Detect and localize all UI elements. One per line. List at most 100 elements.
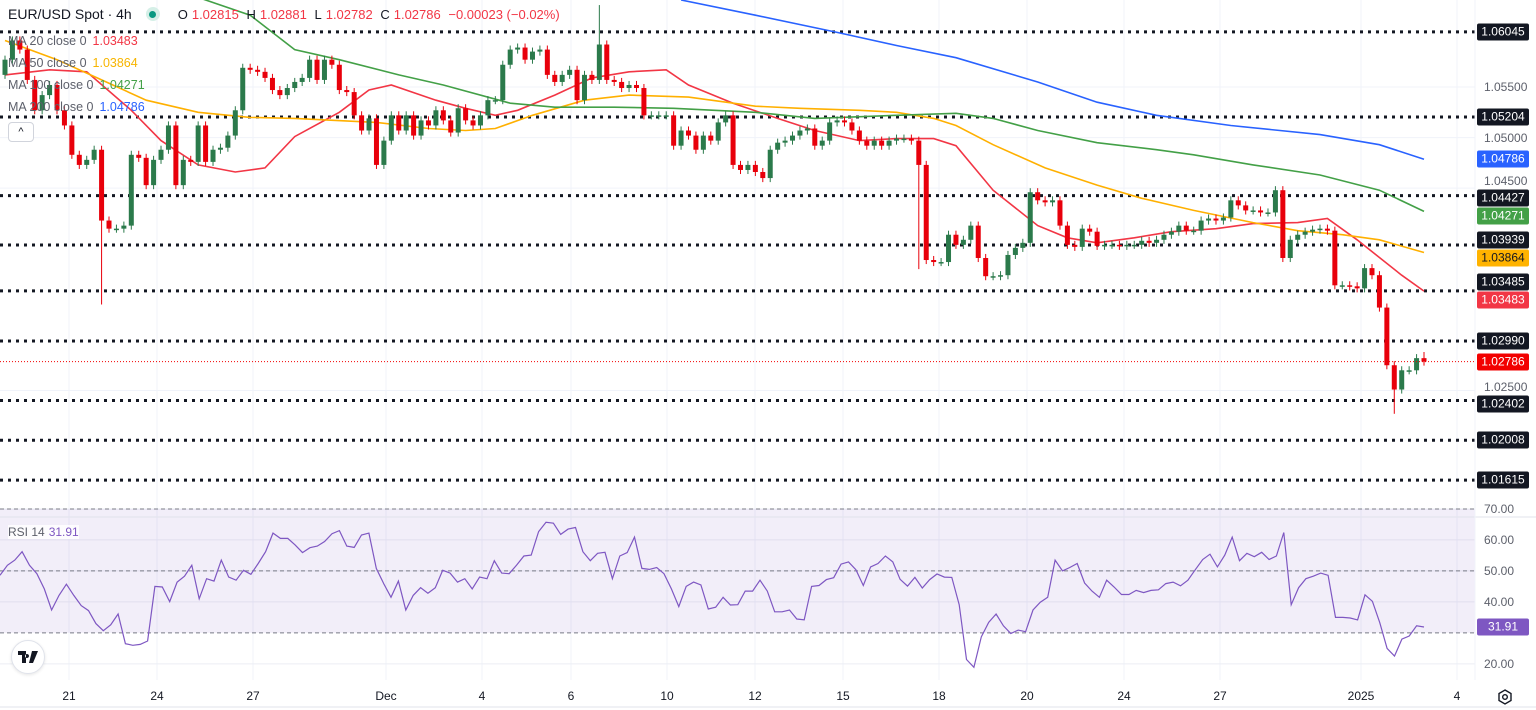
candle-body <box>931 260 937 263</box>
candle-body <box>782 140 788 143</box>
settings-gear-icon[interactable] <box>1497 689 1513 705</box>
rsi-legend-label: RSI 14 <box>8 525 45 539</box>
candle-up <box>1124 240 1130 250</box>
candle-body <box>752 164 758 172</box>
candle-body <box>544 49 550 75</box>
candle-down <box>1347 281 1353 291</box>
candle-body <box>1258 210 1264 213</box>
candle-body <box>84 159 90 165</box>
candle-body <box>32 79 38 111</box>
candle-up <box>1027 188 1033 247</box>
candle-up <box>1220 213 1226 225</box>
rsi-axis-tick: 40.00 <box>1484 594 1515 609</box>
candle-down <box>975 221 981 263</box>
rsi-legend[interactable]: RSI 14 31.91 <box>8 525 79 539</box>
time-axis-label: 4 <box>1453 689 1461 703</box>
candle-body <box>1376 275 1382 308</box>
price-axis-tick: 1.05500 <box>1484 80 1528 94</box>
candle-body <box>396 115 402 131</box>
candle-body <box>983 257 989 277</box>
candle-down <box>448 116 454 137</box>
candle-down <box>856 126 862 145</box>
legend-label: MA 100 close 0 <box>8 78 94 92</box>
candle-up <box>1005 250 1011 280</box>
level-price-label: 1.02990 <box>1477 332 1529 350</box>
candle-up <box>1339 281 1345 290</box>
candle-down <box>1183 221 1189 235</box>
candle-body <box>366 118 372 131</box>
candle-body <box>1102 244 1108 247</box>
high-value: 1.02881 <box>259 6 307 22</box>
candle-body <box>1072 244 1078 247</box>
candle-down <box>574 65 580 105</box>
ma-line-ma100[interactable] <box>191 0 1425 213</box>
candle-up <box>1272 186 1278 217</box>
candle-body <box>656 115 662 117</box>
candle-down <box>470 116 476 130</box>
candle-body <box>685 130 691 136</box>
level-price-label: 1.04427 <box>1477 189 1529 207</box>
symbol-header: EUR/USD Spot · 4h O 1.02815 H 1.02881 L 1.0… <box>8 6 564 22</box>
candle-body <box>247 67 253 70</box>
tradingview-logo[interactable] <box>11 640 45 674</box>
ma-line-ma200[interactable] <box>680 0 1425 160</box>
candle-down <box>32 75 38 115</box>
candle-body <box>403 115 409 131</box>
legend-ma200[interactable]: MA 200 close 0 1.04786 <box>8 96 145 118</box>
collapse-legend-button[interactable]: ^ <box>8 122 34 142</box>
candle-down <box>336 60 342 95</box>
ma-price-label: 1.04786 <box>1477 150 1529 168</box>
candle-body <box>856 130 862 141</box>
candle-body <box>255 69 261 72</box>
time-axis-label: 15 <box>836 689 850 703</box>
candle-body <box>210 149 216 162</box>
candles <box>2 5 1427 414</box>
candle-body <box>277 90 283 96</box>
candle-body <box>1295 234 1301 240</box>
open-label: O <box>177 6 188 22</box>
candle-up <box>797 126 803 140</box>
candle-down <box>864 136 870 150</box>
candle-up <box>1168 227 1174 239</box>
moving-averages <box>4 0 1425 292</box>
candle-body <box>1012 247 1018 255</box>
candle-body <box>1027 192 1033 243</box>
legend-ma50[interactable]: MA 50 close 0 1.03864 <box>8 52 145 74</box>
candle-body <box>203 125 209 162</box>
candle-down <box>879 136 885 150</box>
legend-ma100[interactable]: MA 100 close 0 1.04271 <box>8 74 145 96</box>
candle-body <box>1064 225 1070 245</box>
candle-body <box>515 47 521 50</box>
candle-body <box>611 79 617 82</box>
market-status-icon <box>145 7 160 21</box>
candle-up <box>225 131 231 152</box>
time-axis-label: 4 <box>478 689 486 703</box>
time-axis-label: 18 <box>932 689 946 703</box>
candle-body <box>1154 239 1160 243</box>
candle-up <box>700 131 706 154</box>
candle-up <box>240 63 246 115</box>
candle-up <box>180 155 186 190</box>
time-axis-label: 27 <box>1213 689 1227 703</box>
rsi-last-label: 31.91 <box>1477 618 1529 636</box>
candle-body <box>1354 286 1360 289</box>
rsi-axis-tick: 50.00 <box>1484 563 1515 578</box>
candle-body <box>425 120 431 126</box>
candle-down <box>1213 214 1219 225</box>
open-value: 1.02815 <box>191 6 239 22</box>
candle-body <box>1384 307 1390 366</box>
rsi-line <box>0 521 1425 669</box>
candle-body <box>1035 192 1041 201</box>
candle-body <box>1317 228 1323 231</box>
candle-body <box>641 88 647 116</box>
ma-line-ma50[interactable] <box>4 39 1425 254</box>
candle-body <box>1198 220 1204 231</box>
candle-body <box>790 135 796 141</box>
candle-body <box>61 110 67 126</box>
legend-ma20[interactable]: MA 20 close 0 1.03483 <box>8 30 145 52</box>
symbol-title[interactable]: EUR/USD Spot · 4h <box>8 6 132 22</box>
ma-line-ma20[interactable] <box>4 68 1425 292</box>
candle-body <box>1109 244 1115 247</box>
candle-down <box>589 70 595 84</box>
